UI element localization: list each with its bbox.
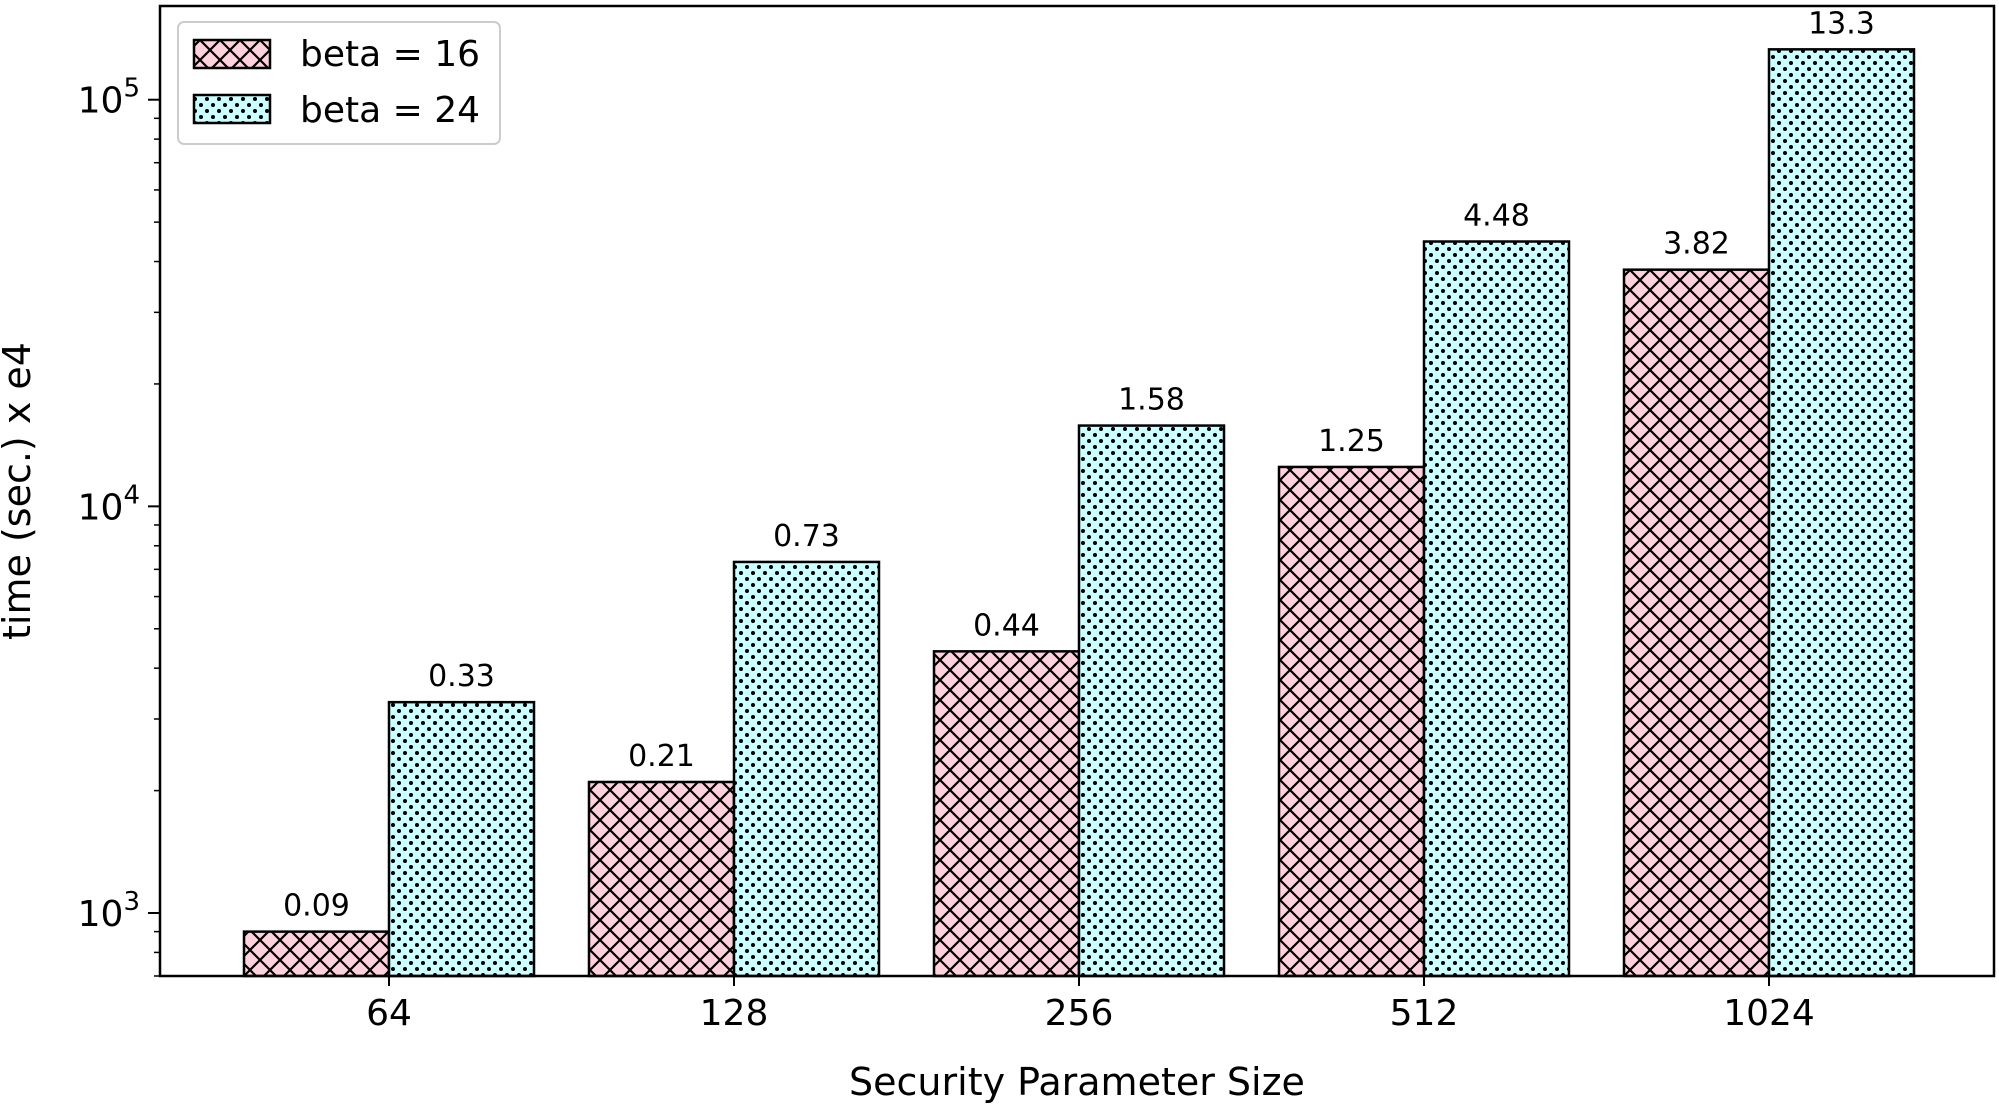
bar-value-label: 0.44 xyxy=(973,608,1040,643)
bar-value-label: 1.25 xyxy=(1318,424,1385,459)
y-axis-title: time (sec.) x e4 xyxy=(0,342,39,640)
bar-beta-24-512 xyxy=(1422,240,1571,978)
bar-beta-24-128 xyxy=(732,560,881,978)
bar-value-label: 13.3 xyxy=(1808,6,1875,41)
bar-beta-24-256 xyxy=(1077,424,1226,978)
legend-label-beta-24: beta = 24 xyxy=(300,90,480,131)
bar-value-label: 3.82 xyxy=(1663,227,1730,262)
bars-layer xyxy=(242,48,1916,978)
plot-frame xyxy=(158,4,1996,978)
x-tick-label: 256 xyxy=(1045,993,1114,1034)
x-axis: 64 128 256 512 1024 xyxy=(366,976,1815,1034)
x-tick-label: 64 xyxy=(366,993,412,1034)
bar-value-label: 0.33 xyxy=(428,659,495,694)
bar-value-label: 0.09 xyxy=(283,889,350,924)
bar-beta-16-512 xyxy=(1277,465,1426,978)
bar-beta-16-256 xyxy=(932,650,1081,978)
x-tick-label: 1024 xyxy=(1723,993,1815,1034)
y-tick-label: 103 xyxy=(78,887,140,935)
y-tick-label: 104 xyxy=(78,480,140,528)
legend-label-beta-16: beta = 16 xyxy=(300,34,480,75)
y-axis: 103 104 105 xyxy=(78,74,160,977)
bar-beta-16-1024 xyxy=(1622,268,1771,978)
legend-swatch-beta-24 xyxy=(192,93,272,125)
bar-value-label: 0.73 xyxy=(773,519,840,554)
bar-value-label: 1.58 xyxy=(1118,383,1185,418)
bar-beta-16-64 xyxy=(242,930,391,978)
bar-beta-24-1024 xyxy=(1767,48,1916,978)
bar-labels-layer: 0.09 0.33 0.21 0.73 0.44 1.58 1.25 4.48 3.82 13.3 xyxy=(283,6,1875,923)
bar-value-label: 4.48 xyxy=(1463,199,1530,234)
legend-swatch-beta-16 xyxy=(192,38,272,70)
bar-value-label: 0.21 xyxy=(628,739,695,774)
x-axis-title: Security Parameter Size xyxy=(849,1060,1305,1104)
legend: beta = 16 beta = 24 xyxy=(177,21,501,145)
x-tick-label: 128 xyxy=(700,993,769,1034)
bar-beta-24-64 xyxy=(387,700,536,978)
bar-beta-16-128 xyxy=(587,780,736,978)
y-tick-label: 105 xyxy=(78,74,140,122)
x-tick-label: 512 xyxy=(1390,993,1459,1034)
